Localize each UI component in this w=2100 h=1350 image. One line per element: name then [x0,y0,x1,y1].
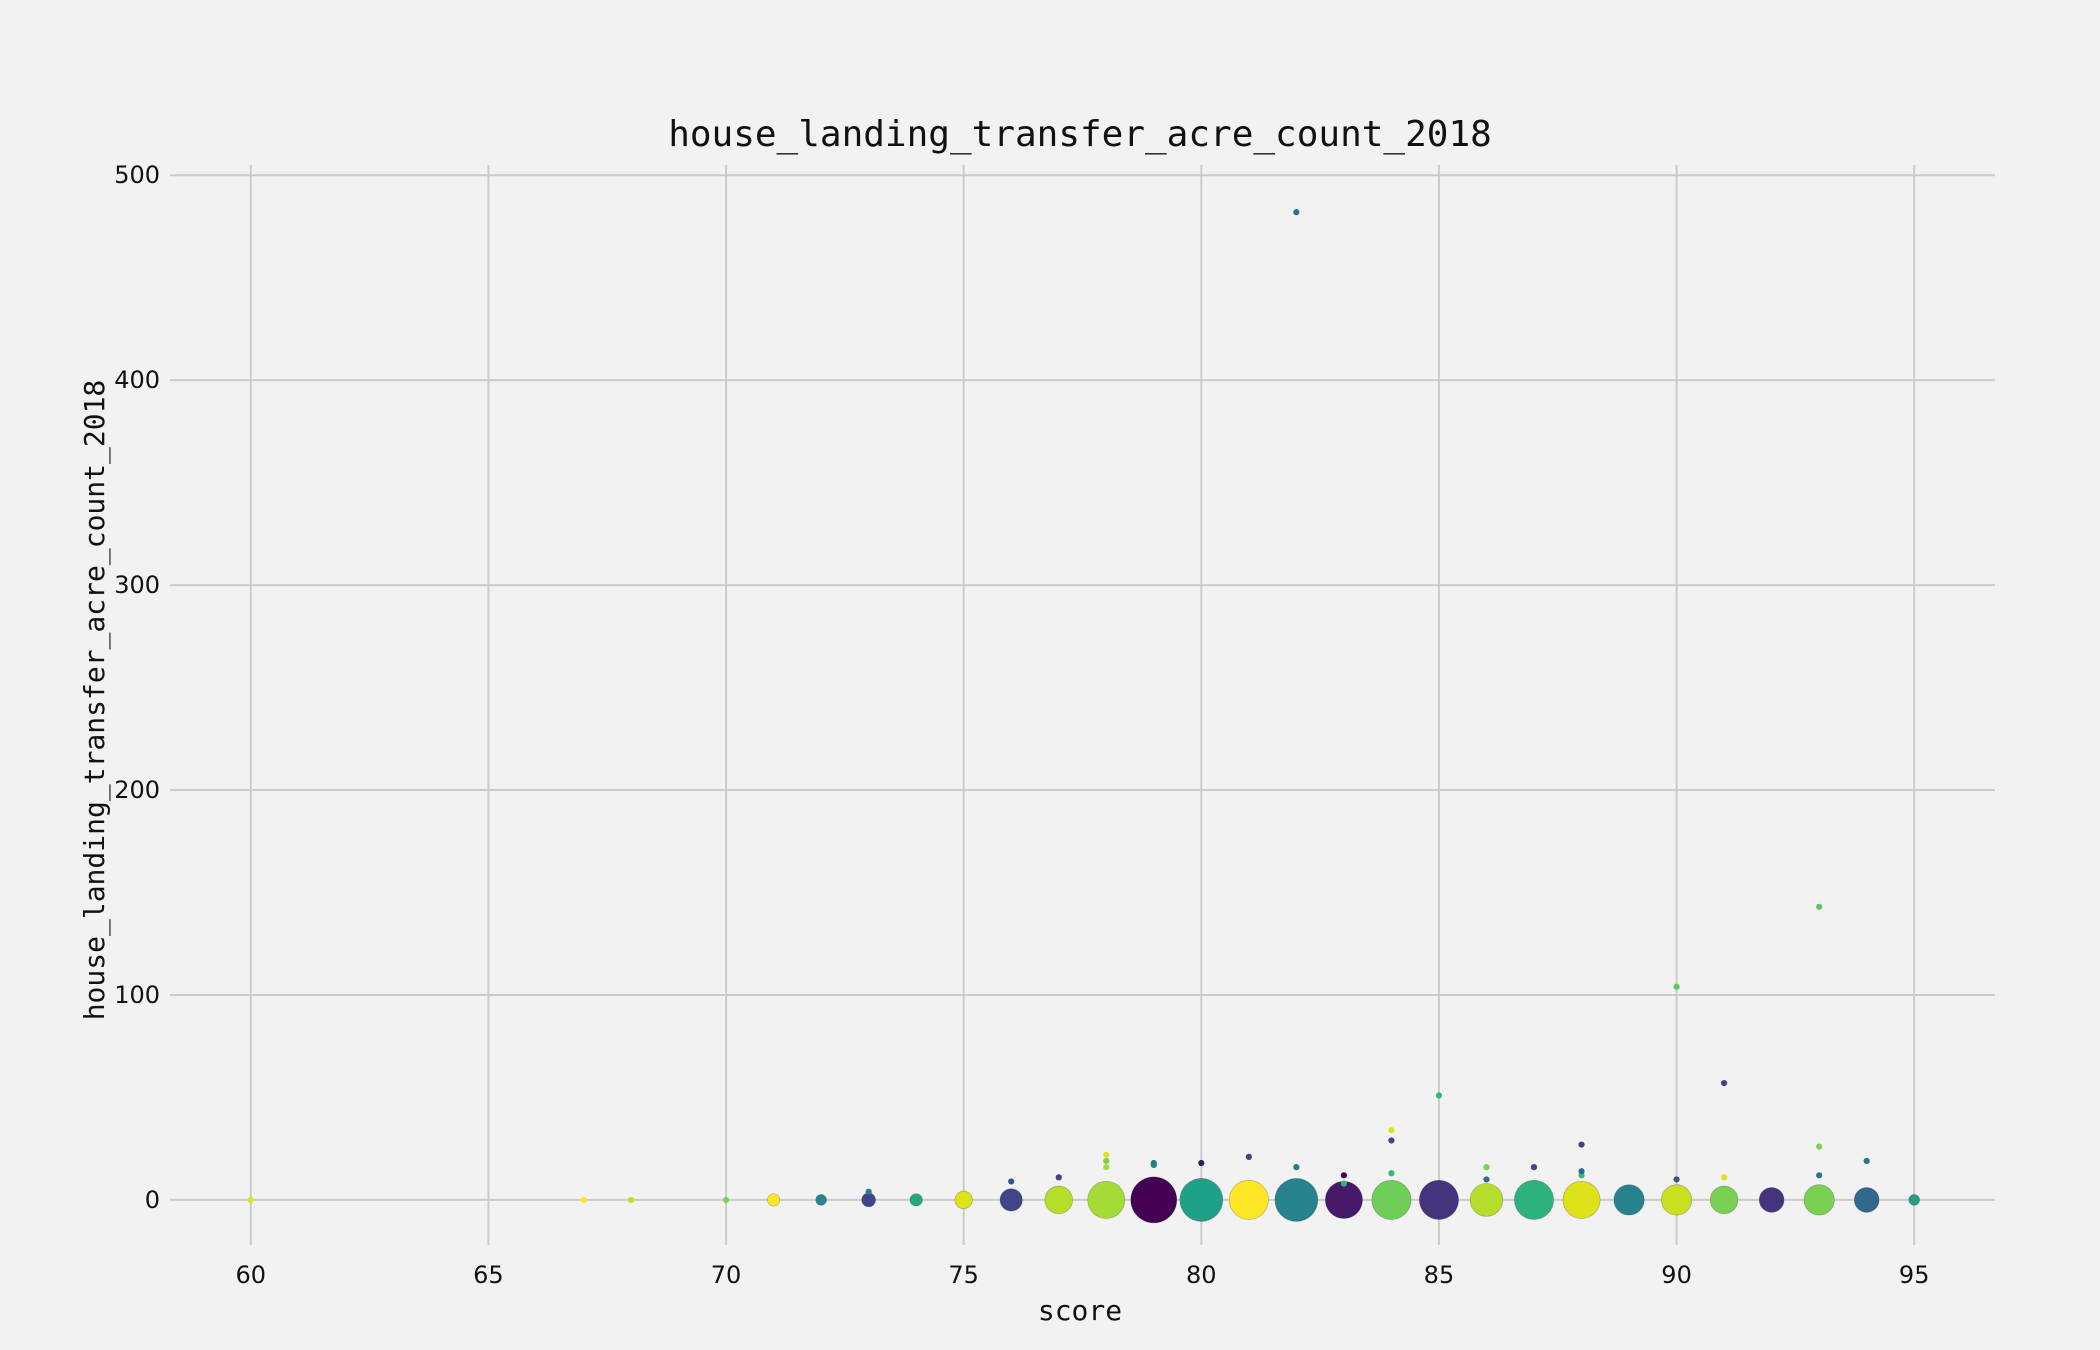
data-point [722,1196,730,1204]
y-tick-label: 500 [114,161,160,189]
x-tick-label: 70 [711,1261,742,1289]
y-tick-labels: 0 100 200 300 400 500 [114,161,160,1214]
chart-title: house_landing_transfer_acre_count_2018 [668,114,1492,155]
data-point [1087,1181,1126,1219]
data-point [1562,1181,1601,1219]
data-point [1293,209,1300,216]
data-point [1419,1180,1459,1220]
data-point [909,1193,923,1207]
data-point [1758,1187,1785,1213]
data-point [1055,1174,1062,1181]
x-tick-label: 65 [473,1261,504,1289]
data-point [1198,1159,1205,1167]
data-point [1483,1176,1490,1183]
data-point [1908,1194,1920,1206]
data-point [627,1196,635,1204]
y-gridlines [170,174,1995,1201]
data-point [1274,1178,1319,1222]
data-point [1469,1183,1504,1217]
data-point [1578,1168,1585,1175]
data-point [1578,1141,1585,1148]
x-tick-label: 95 [1899,1261,1930,1289]
data-points [247,209,1920,1224]
data-point [1103,1157,1110,1165]
data-point [1150,1159,1157,1167]
data-point [815,1194,827,1206]
data-point [1371,1180,1412,1220]
data-point [1816,1143,1823,1150]
data-point [1388,1127,1395,1134]
data-point [1816,1172,1823,1179]
y-axis-label: house_landing_transfer_acre_count_2018 [78,380,112,1021]
data-point [1721,1174,1728,1181]
data-point [580,1196,587,1204]
data-point [1340,1172,1347,1179]
y-tick-label: 200 [114,776,160,804]
data-point [1853,1187,1880,1213]
x-tick-label: 60 [236,1261,267,1289]
x-tick-label: 80 [1186,1261,1217,1289]
data-point [954,1190,973,1209]
data-point [1228,1180,1269,1220]
data-point [1293,1164,1300,1171]
data-point [1709,1185,1739,1215]
data-point [1514,1180,1554,1220]
x-tick-label: 75 [948,1261,979,1289]
x-tick-labels: 60 65 70 75 80 85 90 95 [236,1261,1930,1289]
data-point [861,1192,876,1208]
x-tick-label: 90 [1661,1261,1692,1289]
x-tick-label: 85 [1424,1261,1455,1289]
data-point [1613,1184,1645,1216]
data-point [1388,1137,1395,1144]
data-point [1673,983,1680,990]
data-point [1324,1181,1363,1219]
x-gridlines [249,165,1916,1245]
y-tick-label: 0 [145,1186,160,1214]
data-point [1863,1157,1870,1165]
data-point [1245,1153,1252,1160]
y-tick-label: 400 [114,366,160,394]
data-point [1673,1176,1680,1183]
data-point [1816,903,1823,910]
data-point [1483,1164,1490,1171]
data-point [1803,1184,1835,1216]
data-point [1179,1178,1224,1222]
data-point [1530,1164,1538,1171]
y-tick-label: 300 [114,571,160,599]
data-point [865,1188,872,1195]
data-point [1661,1184,1693,1216]
data-point [247,1196,254,1204]
data-point [767,1193,781,1207]
data-point [1435,1092,1443,1099]
data-point [1388,1170,1395,1177]
y-tick-label: 100 [114,981,160,1009]
data-point [1044,1185,1073,1215]
data-point [1008,1178,1015,1185]
data-point [1130,1176,1178,1224]
data-point [1340,1180,1347,1187]
x-axis-label: score [1038,1294,1122,1327]
data-point [1103,1164,1110,1171]
data-point [1721,1080,1728,1087]
data-point [999,1188,1023,1212]
data-point [1103,1151,1110,1158]
